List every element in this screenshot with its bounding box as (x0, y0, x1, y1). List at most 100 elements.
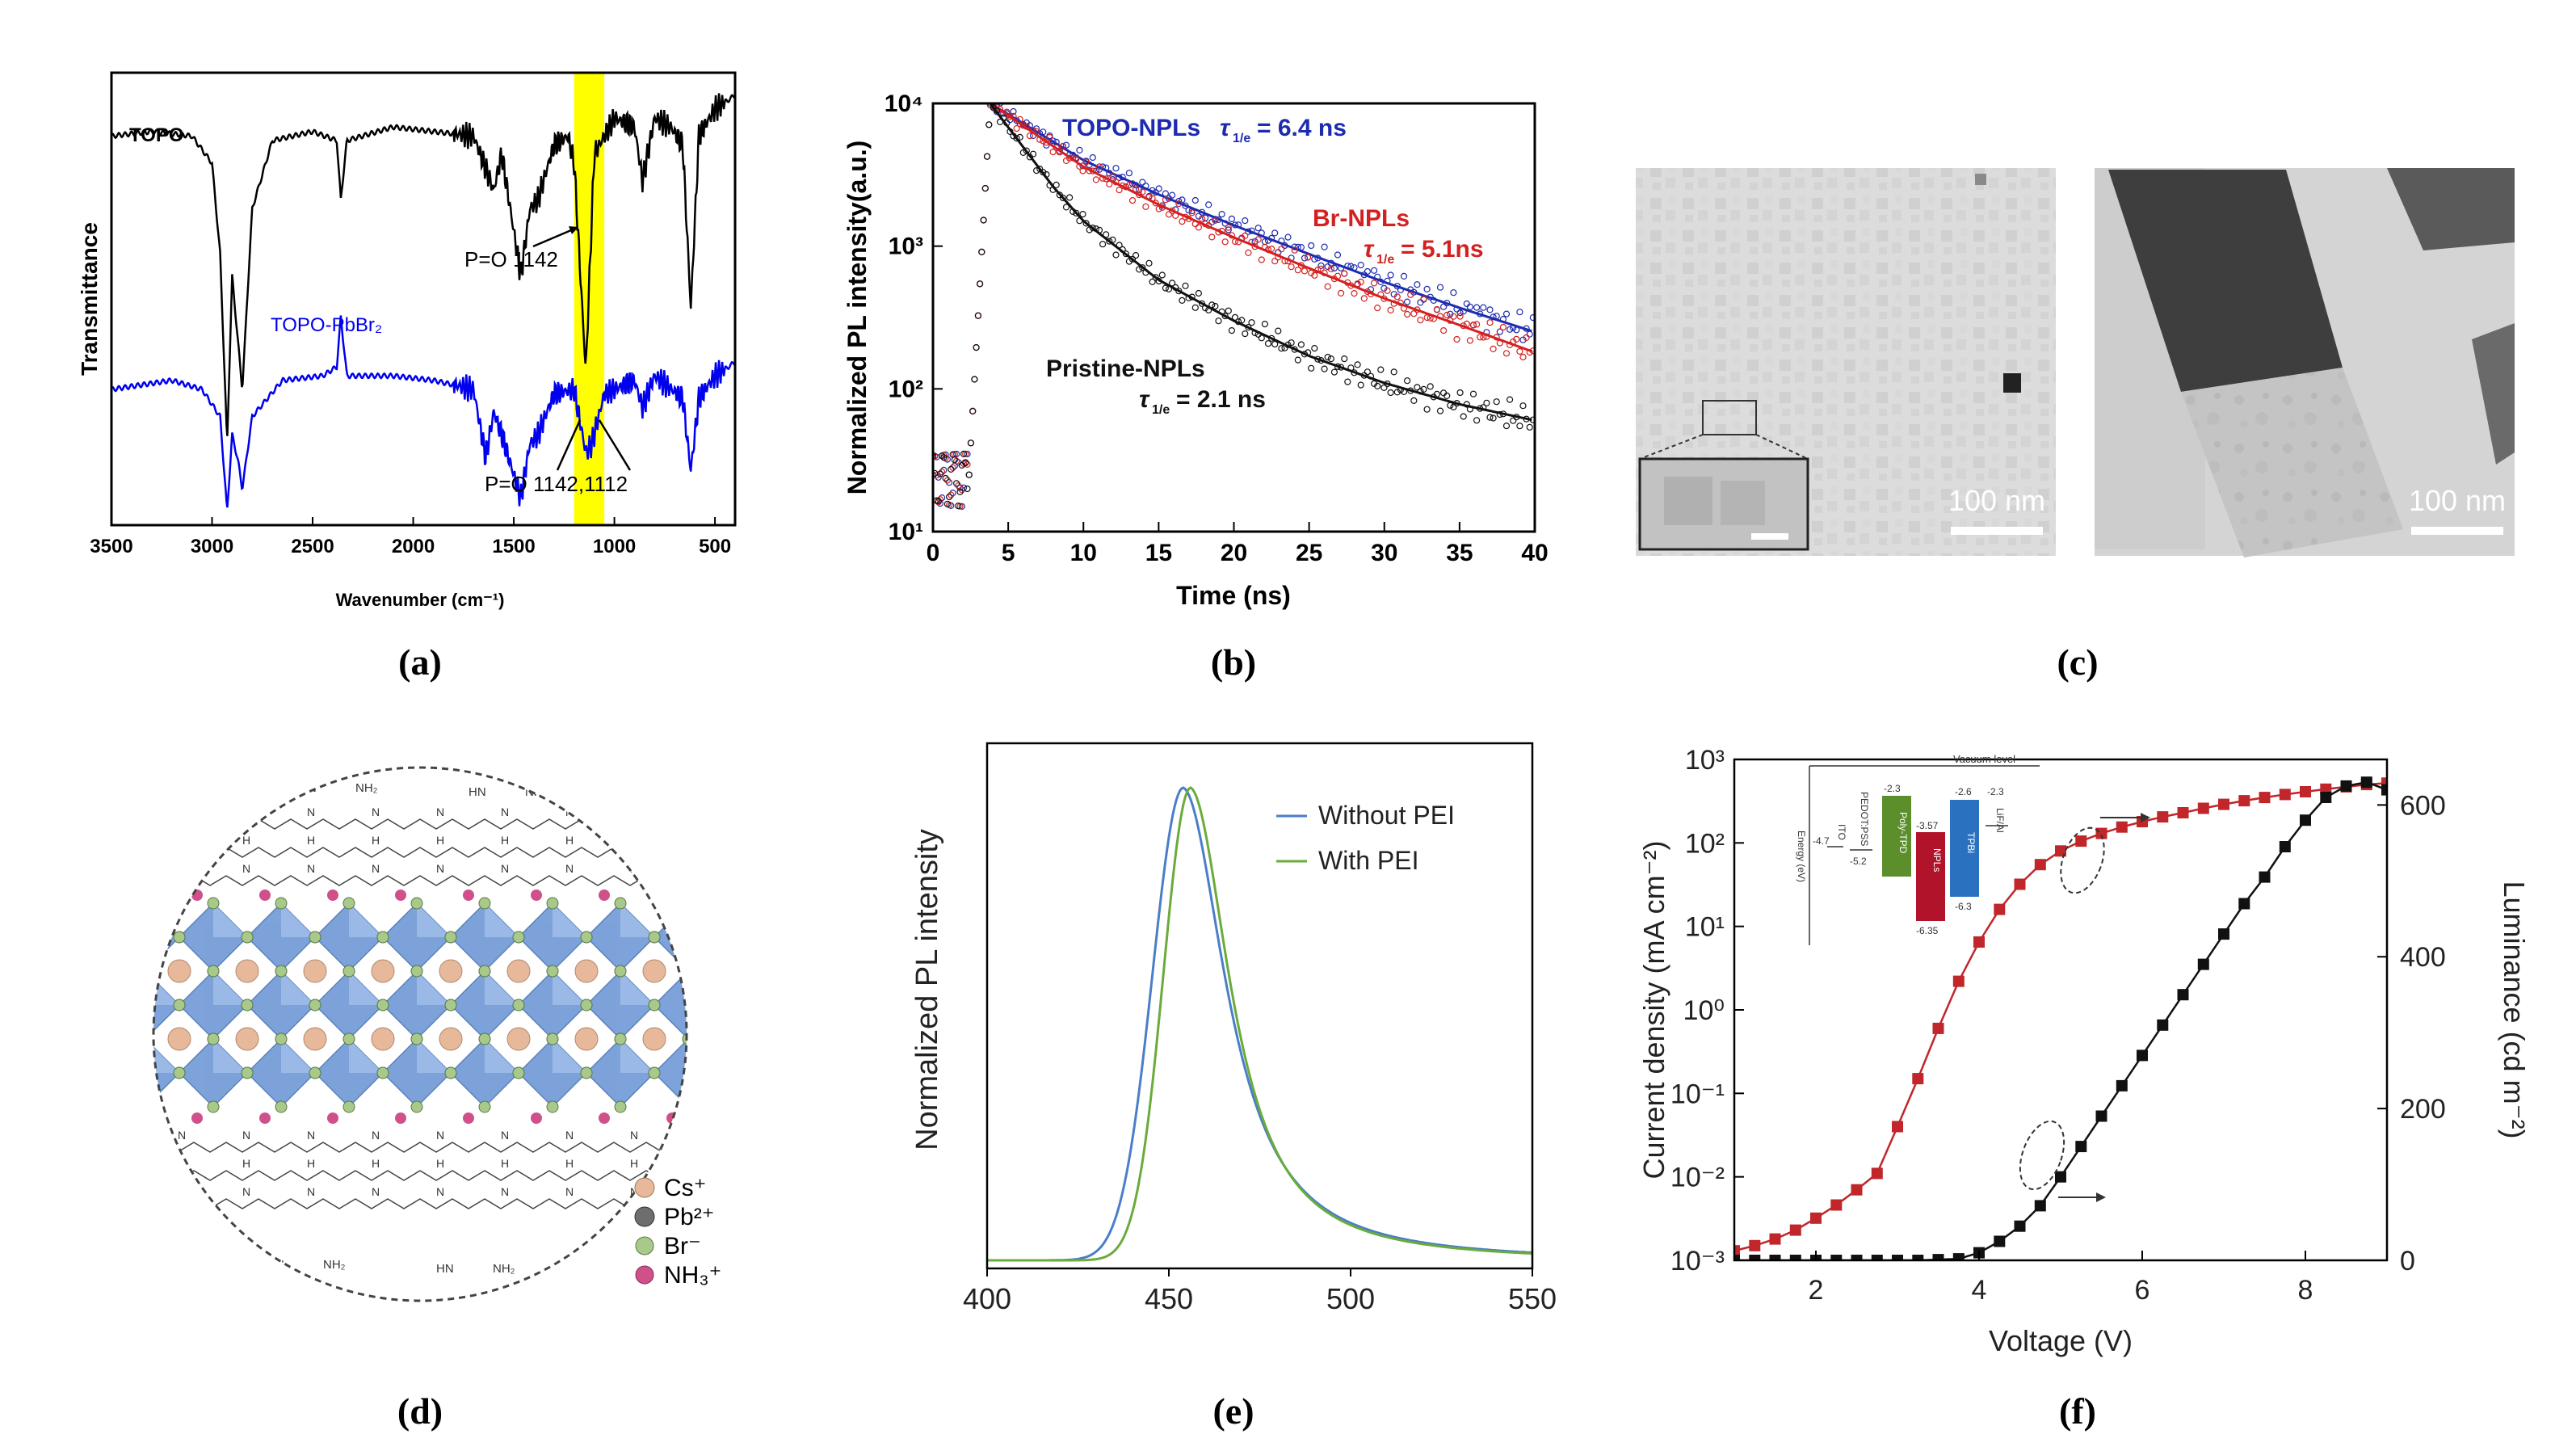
panel-b-tau-br-symbol: τ (1364, 236, 1375, 263)
panel-f-y2tick-label-1: 200 (2400, 1094, 2446, 1125)
panel-b-point-rise-2 (983, 153, 991, 160)
panel-e-xtick-label-2: 500 (1326, 1282, 1375, 1315)
pei-atom-label: H (630, 1157, 638, 1170)
panel-b-point-0 (1400, 272, 1408, 280)
panel-b-point-0 (1076, 146, 1083, 154)
inset-layer-pedot: PEDOT:PSS (1859, 792, 1870, 846)
panel-e-pl-spectra-chart: 400 450 500 550 Without PEI With PEI Normal… (910, 742, 1557, 1315)
panel-b-point-1 (1301, 267, 1309, 275)
panel-f-marker-1 (2300, 814, 2311, 826)
br-atom (682, 1100, 687, 1113)
panel-b-point-0 (1330, 264, 1338, 272)
pei-atom-label: N (178, 1185, 186, 1198)
inset-ylabel: Energy (eV) (1796, 831, 1807, 882)
structure-legend: Cs⁺ Pb²⁺ Br⁻ NH₃⁺ (634, 1175, 721, 1289)
panel-b-point-2 (1215, 318, 1222, 325)
br-atom (580, 999, 593, 1011)
panel-b-xtick-label-7: 35 (1446, 540, 1473, 566)
panel-b-point-0 (1423, 285, 1431, 292)
panel-f-marker-1 (1749, 1255, 1761, 1260)
panel-b-point-2 (1297, 341, 1305, 348)
panel-b-point-2 (1158, 271, 1166, 279)
panel-f-marker-1 (2279, 841, 2291, 852)
cs-atom (642, 1027, 666, 1051)
panel-b-point-2 (1122, 250, 1129, 258)
panel-b-point-rise-2 (967, 440, 975, 447)
inset-level-2: -5.2 (1850, 856, 1867, 867)
pei-atom-label: N (565, 1185, 574, 1198)
nh3-atom (124, 1112, 135, 1124)
panel-b-point-2 (1483, 399, 1490, 406)
panel-b-point-1 (1278, 246, 1285, 253)
panel-b-point-1 (1245, 249, 1252, 256)
panel-b-point-0 (1251, 238, 1259, 246)
panel-b-point-1 (1519, 353, 1527, 361)
panel-b-point-0 (1225, 226, 1232, 233)
br-atom (410, 1100, 423, 1113)
pei-chain (153, 875, 687, 886)
pei-atom-label: N (501, 1129, 509, 1142)
panel-b-point-1 (1106, 180, 1113, 187)
br-atom (207, 1033, 220, 1045)
panel-b-point-0 (1254, 225, 1262, 232)
panel-b-point-1 (1384, 287, 1391, 294)
panel-b-point-1 (1208, 233, 1216, 241)
br-atom (682, 897, 687, 910)
panel-b-point-1 (1059, 142, 1067, 149)
panel-b-point-rise-2 (965, 471, 973, 478)
panel-a-series-label-topo: TOPO (129, 124, 184, 146)
pei-terminal-label: NH₂ (355, 781, 378, 795)
octahedron-face (485, 1039, 519, 1073)
pei-atom-label: N (307, 862, 315, 875)
panel-b-point-rise-1 (955, 482, 962, 490)
panel-b-point-2 (1221, 313, 1229, 320)
panel-b-point-1 (1242, 232, 1249, 239)
panel-b-point-1 (1294, 267, 1301, 274)
panel-b-point-2 (1062, 204, 1070, 211)
br-atom (173, 1066, 186, 1079)
br-atom (241, 999, 254, 1011)
panel-a-xtick-label-1: 3000 (191, 536, 233, 557)
panel-b-point-rise-0 (940, 466, 948, 474)
panel-f-marker-1 (2137, 1049, 2148, 1062)
panel-b-point-1 (1370, 280, 1378, 287)
panel-a-xlabel: Wavenumber (cm⁻¹) (336, 590, 505, 610)
panel-f-marker-0 (1851, 1184, 1863, 1196)
panel-b-point-2 (1128, 255, 1137, 263)
panel-b-point-1 (1417, 317, 1424, 324)
br-atom (444, 931, 457, 944)
panel-b-point-1 (1327, 265, 1334, 272)
octahedron-face (688, 971, 722, 1005)
panel-f-marker-0 (2218, 798, 2229, 810)
pei-atom-label: N (372, 805, 380, 818)
panel-b-point-rise-2 (978, 248, 985, 255)
panel-b-point-2 (1447, 402, 1454, 409)
panel-b-point-2 (1179, 297, 1186, 304)
panel-a-frame (110, 71, 737, 527)
panel-b-point-2 (1510, 417, 1517, 424)
pei-terminal-label: NH₂ (323, 1258, 346, 1272)
panel-b-point-0 (1284, 233, 1292, 241)
panel-b-point-0 (1062, 141, 1070, 149)
panel-f-marker-1 (2340, 780, 2352, 792)
octahedron-face (281, 1039, 315, 1073)
panel-b-point-1 (1198, 215, 1206, 222)
panel-b-point-2 (1380, 384, 1388, 391)
panel-b-point-2 (1023, 147, 1030, 154)
panel-b-point-rise-2 (960, 450, 968, 458)
pei-atom-label: N (630, 862, 638, 875)
pei-atom-label: N (372, 1129, 380, 1142)
panel-b-point-2 (1486, 414, 1494, 421)
panel-f-marker-1 (2177, 989, 2189, 1001)
panel-b-point-rise-2 (969, 407, 977, 414)
panel-a-annotation-2: P=O 1142,1112 (485, 472, 628, 496)
panel-b-point-rise-0 (956, 484, 964, 491)
br-atom (376, 1066, 389, 1079)
panel-b-tau-pristine-sub: 1/e (1152, 403, 1170, 417)
panel-b-point-0 (1456, 309, 1464, 317)
panel-f-marker-0 (1749, 1239, 1761, 1251)
panel-f-marker-1 (2055, 1171, 2066, 1183)
panel-b-point-2 (1238, 317, 1246, 324)
nh3-atom (191, 890, 203, 901)
panel-b-point-1 (1221, 238, 1229, 246)
